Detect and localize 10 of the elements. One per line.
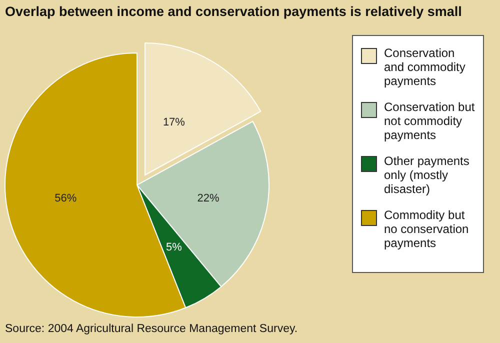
legend-label: Other payments only (mostly disaster): [384, 154, 470, 196]
data-label: 5%: [166, 241, 182, 254]
legend-label: Conservation but not commodity payments: [384, 100, 475, 142]
legend-label: Commodity but no conservation payments: [384, 208, 470, 250]
legend-label: Conservation and commodity payments: [384, 46, 466, 88]
chart-title: Overlap between income and conservation payments is relatively small: [5, 4, 462, 19]
data-label: 17%: [162, 116, 186, 129]
source-note: Source: 2004 Agricultural Resource Management Survey.: [5, 323, 298, 335]
data-label: 56%: [54, 192, 77, 205]
data-label: 22%: [197, 192, 220, 205]
